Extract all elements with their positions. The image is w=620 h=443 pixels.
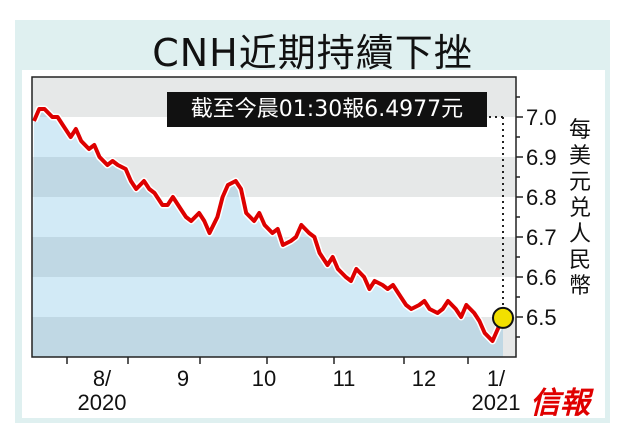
svg-text:1/: 1/ [487, 366, 506, 391]
x-axis: 8/2020 9 10 11 12 1/2021 [66, 357, 521, 415]
svg-text:9: 9 [177, 366, 189, 391]
chart-title: CNH近期持續下挫 [152, 31, 473, 75]
svg-text:10: 10 [252, 366, 276, 391]
svg-text:11: 11 [333, 366, 356, 391]
hkej-logo: 信報 [530, 386, 590, 421]
svg-text:6.9: 6.9 [526, 145, 557, 170]
y-axis-label-text: 每美元兑人民幣 [568, 118, 591, 299]
svg-text:2020: 2020 [78, 390, 127, 415]
svg-text:8/: 8/ [93, 366, 112, 391]
svg-text:12: 12 [412, 366, 436, 391]
svg-text:6.8: 6.8 [526, 185, 557, 210]
svg-text:6.7: 6.7 [526, 225, 557, 250]
y-axis-label: 每美元兑人民幣 [565, 118, 595, 300]
svg-text:7.0: 7.0 [526, 105, 557, 130]
svg-text:6.6: 6.6 [526, 265, 557, 290]
price-line [32, 107, 505, 343]
y-axis: 7.0 6.9 6.8 6.7 6.6 6.5 [516, 96, 557, 338]
latest-value-marker [492, 306, 514, 329]
svg-text:2021: 2021 [472, 390, 521, 415]
svg-text:6.5: 6.5 [526, 305, 557, 330]
latest-value-annotation: 截至今晨01:30報6.4977元 [167, 92, 487, 127]
